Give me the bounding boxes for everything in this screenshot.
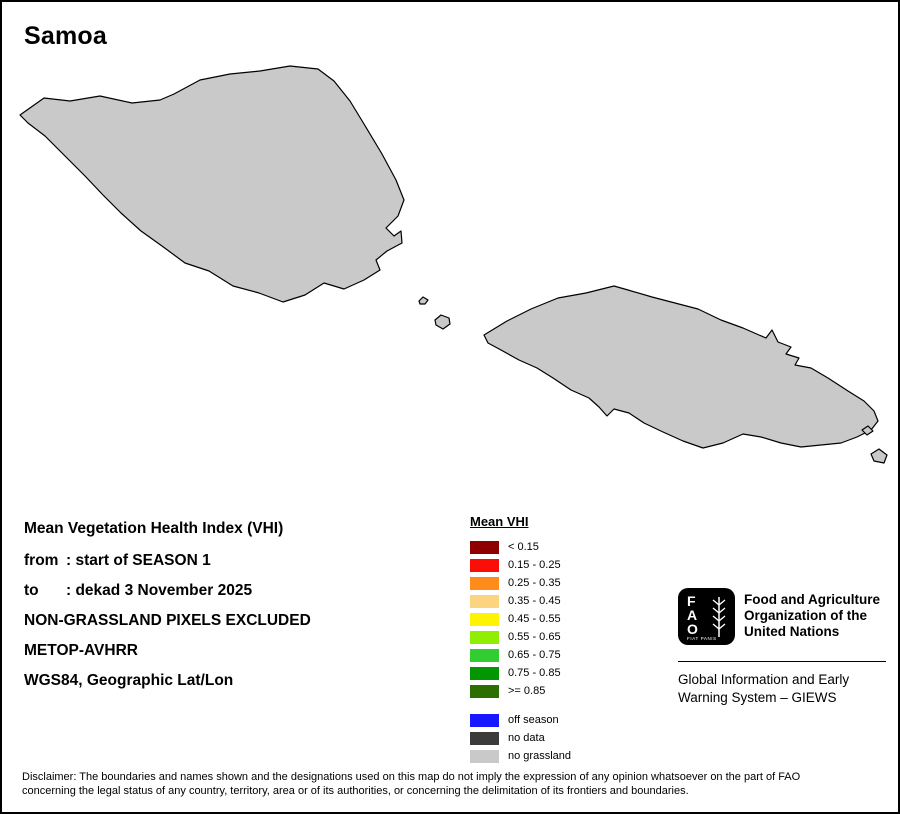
legend-swatch (470, 540, 499, 554)
fao-org-line: Food and Agriculture (744, 592, 880, 607)
legend-item: no grassland (470, 747, 571, 765)
legend-item: 0.25 - 0.35 (470, 574, 571, 592)
legend-item-label: 0.65 - 0.75 (508, 648, 561, 661)
wheat-icon (712, 597, 726, 637)
legend-item: 0.15 - 0.25 (470, 556, 571, 574)
legend-swatch (470, 731, 499, 745)
vhi-heading: Mean Vegetation Health Index (VHI) (24, 520, 284, 537)
legend-item: 0.45 - 0.55 (470, 610, 571, 628)
islands-group (19, 65, 888, 464)
vhi-legend: Mean VHI < 0.15 0.15 - 0.25 0.25 - 0.35 0.3… (470, 514, 571, 765)
legend-item: 0.75 - 0.85 (470, 664, 571, 682)
legend-swatch (470, 713, 499, 727)
legend-swatch (470, 630, 499, 644)
island-savaii (19, 65, 405, 303)
fao-letter-a: A (687, 607, 698, 623)
disclaimer-line: concerning the legal status of any count… (22, 785, 689, 797)
fao-header: F A O FIAT PANIS Food and Agriculture Or… (678, 588, 890, 645)
islet-east-1 (861, 425, 874, 436)
legend-item: 0.35 - 0.45 (470, 592, 571, 610)
legend-item: >= 0.85 (470, 682, 571, 700)
fao-org-line: Organization of the (744, 608, 867, 623)
legend-swatch (470, 576, 499, 590)
legend-item-label: no grassland (508, 749, 571, 762)
legend-item-label: 0.55 - 0.65 (508, 630, 561, 643)
legend-item-label: 0.45 - 0.55 (508, 612, 561, 625)
legend-item: off season (470, 711, 571, 729)
legend-swatch (470, 684, 499, 698)
island-upolu (483, 285, 879, 449)
legend-item-label: < 0.15 (508, 540, 539, 553)
giews-line: Global Information and Early (678, 672, 850, 687)
legend-swatch (470, 558, 499, 572)
fao-motto: FIAT PANIS (687, 636, 717, 641)
legend-swatch (470, 749, 499, 763)
legend-extra-items: off season no data no grassland (470, 711, 571, 765)
legend-item-label: 0.15 - 0.25 (508, 558, 561, 571)
from-label: from (24, 552, 59, 569)
fao-org-line: United Nations (744, 624, 840, 639)
map-info-block: Mean Vegetation Health Index (VHI) from:… (24, 520, 311, 696)
island-apolima (418, 296, 429, 305)
fao-block: F A O FIAT PANIS Food and Agriculture Or… (678, 588, 890, 707)
giews-label: Global Information and Early Warning Sys… (678, 671, 890, 707)
legend-title: Mean VHI (470, 514, 529, 529)
legend-items: < 0.15 0.15 - 0.25 0.25 - 0.35 0.35 - 0.45 0… (470, 538, 571, 700)
info-line-projection: WGS84, Geographic Lat/Lon (24, 672, 234, 689)
legend-item: < 0.15 (470, 538, 571, 556)
disclaimer-line: Disclaimer: The boundaries and names sho… (22, 771, 801, 783)
page-title: Samoa (24, 22, 107, 50)
fao-divider (678, 661, 886, 662)
legend-item-label: no data (508, 731, 545, 744)
legend-swatch (470, 594, 499, 608)
fao-letter-f: F (687, 593, 696, 609)
legend-item-label: 0.25 - 0.35 (508, 576, 561, 589)
fao-logo: F A O FIAT PANIS (678, 588, 735, 645)
info-line-excluded: NON-GRASSLAND PIXELS EXCLUDED (24, 612, 311, 629)
legend-item-label: off season (508, 713, 559, 726)
to-value: : dekad 3 November 2025 (66, 582, 253, 599)
disclaimer-text: Disclaimer: The boundaries and names sho… (22, 770, 884, 798)
legend-item-label: 0.35 - 0.45 (508, 594, 561, 607)
legend-item-label: 0.75 - 0.85 (508, 666, 561, 679)
island-manono (434, 314, 451, 330)
samoa-map (19, 65, 888, 464)
info-line-sensor: METOP-AVHRR (24, 642, 138, 659)
legend-swatch (470, 612, 499, 626)
legend-item-label: >= 0.85 (508, 684, 546, 697)
info-line-to: to : dekad 3 November 2025 (24, 576, 311, 606)
legend-swatch (470, 666, 499, 680)
to-label: to (24, 582, 39, 599)
legend-item: 0.65 - 0.75 (470, 646, 571, 664)
legend-item: 0.55 - 0.65 (470, 628, 571, 646)
fao-logo-text: F A O (687, 594, 698, 636)
islet-east-2 (870, 448, 888, 464)
info-line-from: from : start of SEASON 1 (24, 546, 311, 576)
fao-org-name: Food and Agriculture Organization of the… (744, 588, 880, 640)
legend-swatch (470, 648, 499, 662)
fao-letter-o: O (687, 621, 698, 637)
from-value: : start of SEASON 1 (66, 552, 211, 569)
legend-item: no data (470, 729, 571, 747)
giews-line: Warning System – GIEWS (678, 690, 837, 705)
